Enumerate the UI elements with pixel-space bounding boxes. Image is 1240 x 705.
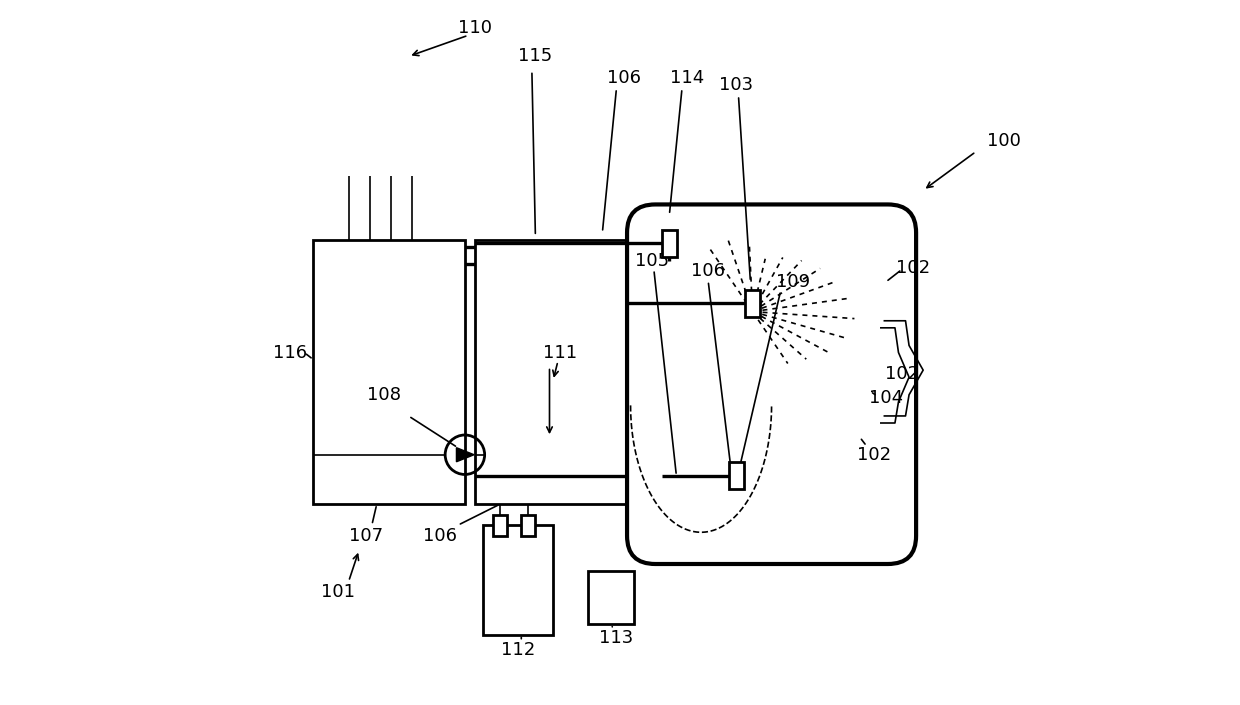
Text: 103: 103 [719, 75, 754, 94]
Text: 100: 100 [987, 132, 1021, 150]
Bar [482, 525, 553, 634]
FancyBboxPatch shape [627, 204, 916, 564]
Text: 112: 112 [501, 641, 534, 659]
Text: 105: 105 [635, 252, 668, 270]
Bar [494, 515, 507, 536]
Text: 111: 111 [543, 343, 577, 362]
Text: 107: 107 [350, 527, 383, 545]
Text: 115: 115 [518, 47, 553, 66]
Text: 116: 116 [273, 343, 308, 362]
Text: 109: 109 [776, 273, 810, 291]
Bar [662, 230, 677, 257]
Text: 102: 102 [857, 446, 890, 464]
Bar [729, 462, 744, 489]
Bar [588, 571, 634, 624]
Bar [475, 240, 627, 504]
Text: 114: 114 [670, 68, 704, 87]
Text: 106: 106 [691, 262, 725, 281]
Text: 106: 106 [423, 527, 458, 545]
Text: 106: 106 [606, 68, 641, 87]
Text: 102: 102 [885, 364, 919, 383]
Bar [745, 290, 760, 317]
Text: 108: 108 [367, 386, 401, 404]
Text: 102: 102 [895, 259, 930, 277]
Text: 101: 101 [321, 583, 355, 601]
Bar [521, 515, 536, 536]
Text: 113: 113 [599, 629, 634, 647]
Polygon shape [456, 448, 474, 462]
Text: 104: 104 [869, 389, 904, 407]
Text: 110: 110 [459, 19, 492, 37]
Bar [314, 240, 465, 504]
